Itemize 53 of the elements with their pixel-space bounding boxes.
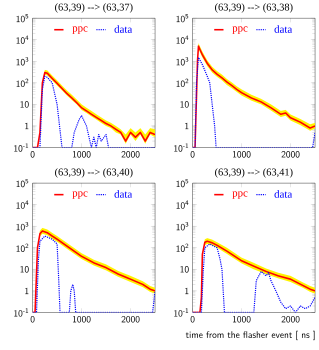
y-tick-label: 10 [20, 266, 29, 273]
x-tick-label: 0 [30, 151, 35, 158]
y-tick-label: 10$^{-1}$ [174, 143, 188, 152]
legend-label: ppc [72, 191, 88, 199]
y-tick-label: 10$^{-1}$ [14, 308, 28, 317]
y-tick-label: 10$^{4}$ [176, 200, 188, 209]
legend-label: ppc [72, 26, 88, 34]
x-tick-label: 1000 [73, 151, 91, 158]
y-tick-label: 10$^{3}$ [176, 222, 188, 230]
chart-title: (63,39) --> (63,38) [215, 3, 293, 13]
legend-label: data [114, 25, 132, 33]
y-tick-label: 10$^{2}$ [16, 78, 28, 88]
y-tick-label: 10$^{4}$ [16, 36, 28, 44]
x-tick-label: 1000 [73, 316, 91, 323]
y-tick-label: 10$^{3}$ [16, 222, 28, 230]
y-tick-label: 10 [180, 101, 189, 108]
y-tick-label: 10$^{4}$ [176, 36, 188, 44]
chart-title: (63,39) --> (63,37) [55, 3, 133, 13]
y-tick-label: 10$^{5}$ [176, 14, 188, 22]
y-tick-label: 10 [20, 101, 29, 108]
x-tick-label: 2000 [282, 151, 300, 158]
x-tick-label: 1000 [233, 151, 251, 158]
chart-title: (63,39) --> (63,41) [215, 168, 293, 178]
y-tick-label: 10$^{4}$ [16, 200, 28, 209]
y-tick-label: 10$^{5}$ [16, 14, 28, 22]
legend-label: data [114, 190, 132, 198]
y-tick-label: 10$^{-1}$ [174, 308, 188, 317]
y-tick-label: 10$^{2}$ [176, 78, 188, 88]
x-tick-label: 0 [30, 316, 35, 323]
y-tick-label: 10$^{2}$ [16, 244, 28, 252]
legend-label: ppc [232, 26, 248, 34]
y-tick-label: 1 [185, 288, 188, 294]
x-tick-label: 0 [190, 316, 195, 323]
y-tick-label: 10$^{5}$ [16, 178, 28, 188]
legend-label: data [274, 25, 292, 33]
x-tick-label: 2000 [122, 151, 140, 158]
x-tick-label: 0 [190, 151, 195, 158]
legend-label: data [274, 190, 292, 198]
y-tick-label: 1 [25, 122, 28, 130]
legend-label: ppc [232, 191, 248, 199]
x-axis-title: time from the flasher event [ ns ] [186, 330, 315, 340]
y-tick-label: 10$^{3}$ [176, 57, 188, 66]
x-tick-label: 2000 [122, 316, 140, 323]
chart-title: (63,39) --> (63,40) [55, 168, 133, 178]
y-tick-label: 1 [25, 288, 28, 294]
y-tick-label: 10$^{3}$ [16, 57, 28, 66]
y-tick-label: 10$^{-1}$ [14, 143, 28, 152]
y-tick-label: 10 [180, 266, 189, 273]
y-tick-label: 10$^{5}$ [176, 178, 188, 188]
x-tick-label: 2000 [282, 316, 300, 323]
y-tick-label: 1 [185, 122, 188, 130]
y-tick-label: 10$^{2}$ [176, 244, 188, 252]
x-tick-label: 1000 [233, 316, 251, 323]
